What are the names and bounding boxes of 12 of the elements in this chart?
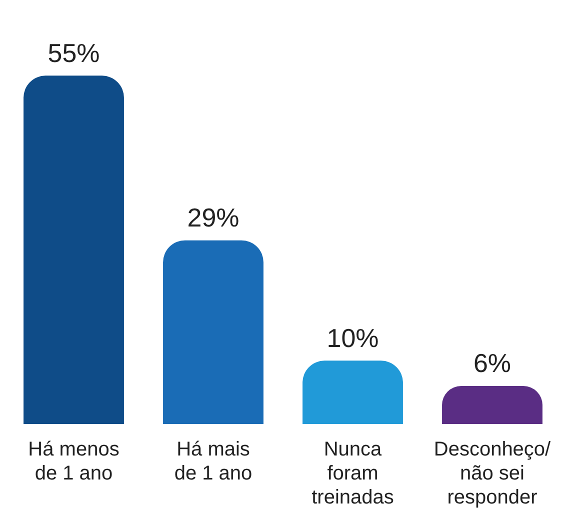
- bar: [24, 76, 124, 424]
- bar: [163, 240, 264, 424]
- data-label: 55%: [48, 38, 100, 68]
- x-tick-label: Há menos de 1 ano: [28, 438, 120, 485]
- x-tick-label: Nunca foram treinadas: [312, 438, 394, 509]
- x-tick-label: Desconheço/ não sei responder: [434, 438, 552, 509]
- bar: [442, 386, 542, 424]
- x-tick-label: Há mais de 1 ano: [174, 438, 252, 485]
- bar: [302, 360, 403, 424]
- data-label: 6%: [473, 348, 512, 378]
- data-label: 29%: [187, 202, 240, 233]
- data-label: 10%: [326, 322, 379, 353]
